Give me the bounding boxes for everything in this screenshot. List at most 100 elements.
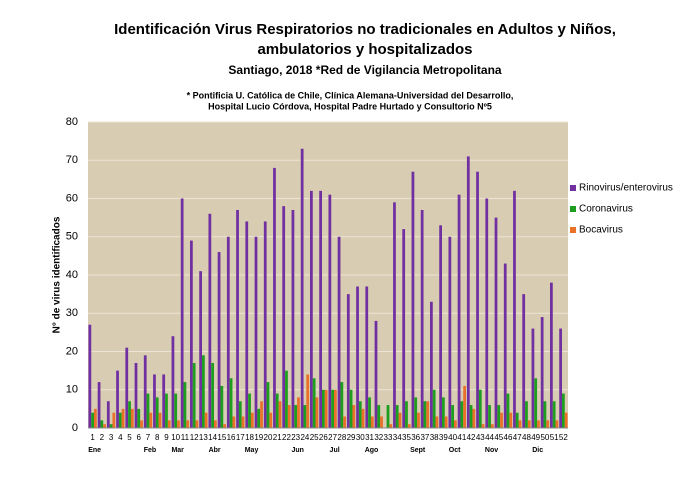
bar bbox=[389, 424, 393, 428]
x-tick-label: 10 bbox=[171, 433, 180, 442]
legend-label: Bocavirus bbox=[579, 225, 623, 236]
bar bbox=[162, 374, 166, 428]
bar bbox=[494, 217, 498, 428]
bar bbox=[248, 393, 251, 428]
bar bbox=[167, 420, 171, 428]
bar bbox=[125, 347, 129, 428]
bar bbox=[285, 370, 288, 428]
bar bbox=[165, 393, 168, 428]
month-label: Feb bbox=[144, 447, 156, 454]
x-tick-label: 5 bbox=[127, 433, 132, 442]
bar bbox=[232, 416, 236, 428]
bar bbox=[460, 401, 464, 428]
x-tick-label: 35 bbox=[402, 433, 411, 442]
bar bbox=[564, 412, 568, 428]
x-tick-label: 20 bbox=[264, 433, 273, 442]
bar bbox=[407, 424, 411, 428]
bar bbox=[306, 374, 310, 428]
bar bbox=[91, 412, 94, 428]
chart-subtitle: Santiago, 2018 *Red de Vigilancia Metrop… bbox=[228, 63, 502, 77]
bar bbox=[269, 412, 273, 428]
bar bbox=[287, 405, 291, 428]
bar bbox=[386, 405, 390, 428]
x-tick-label: 9 bbox=[164, 433, 169, 442]
bar bbox=[297, 397, 300, 428]
bar bbox=[155, 397, 159, 428]
bar bbox=[432, 389, 436, 428]
bar bbox=[177, 420, 180, 428]
x-tick-label: 21 bbox=[273, 433, 282, 442]
bar bbox=[103, 424, 106, 428]
bar bbox=[190, 240, 193, 428]
x-tick-label: 12 bbox=[190, 433, 199, 442]
bar bbox=[128, 401, 131, 428]
month-label: May bbox=[245, 447, 259, 454]
bar bbox=[358, 401, 362, 428]
y-tick-label: 10 bbox=[66, 384, 78, 396]
bar bbox=[275, 393, 279, 428]
x-tick-label: 44 bbox=[485, 433, 494, 442]
x-tick-label: 13 bbox=[199, 433, 208, 442]
x-tick-label: 43 bbox=[476, 433, 485, 442]
bar bbox=[97, 382, 101, 428]
bar bbox=[312, 378, 316, 428]
x-tick-label: 15 bbox=[217, 433, 226, 442]
bar bbox=[236, 209, 239, 428]
bar bbox=[260, 401, 263, 428]
legend-swatch bbox=[570, 185, 576, 191]
x-tick-label: 3 bbox=[109, 433, 114, 442]
month-label: Dic bbox=[532, 447, 543, 454]
bar bbox=[340, 382, 344, 428]
x-tick-label: 42 bbox=[467, 433, 476, 442]
bar bbox=[263, 221, 267, 428]
bar bbox=[223, 424, 226, 428]
bar bbox=[294, 405, 298, 428]
bar bbox=[217, 252, 221, 428]
bar bbox=[442, 397, 445, 428]
y-tick-label: 70 bbox=[66, 154, 78, 166]
x-tick-label: 33 bbox=[384, 433, 393, 442]
x-tick-label: 1 bbox=[90, 433, 95, 442]
bar bbox=[500, 412, 503, 428]
bar bbox=[278, 401, 282, 428]
bar bbox=[118, 412, 122, 428]
bar bbox=[515, 412, 519, 428]
bar bbox=[546, 420, 550, 428]
legend-label: Rinovirus/enterovirus bbox=[579, 183, 673, 194]
bar bbox=[94, 408, 97, 428]
bar bbox=[435, 416, 439, 428]
bar bbox=[506, 393, 510, 428]
bar bbox=[522, 294, 526, 428]
bar bbox=[121, 408, 125, 428]
x-tick-label: 52 bbox=[559, 433, 568, 442]
x-tick-label: 4 bbox=[118, 433, 123, 442]
bar bbox=[402, 229, 406, 428]
bar bbox=[555, 420, 559, 428]
bar bbox=[195, 420, 199, 428]
bar bbox=[405, 401, 408, 428]
bar bbox=[356, 286, 359, 428]
x-tick-label: 16 bbox=[227, 433, 236, 442]
bar bbox=[463, 385, 466, 428]
bar bbox=[346, 294, 350, 428]
legend-label: Coronavirus bbox=[579, 204, 633, 215]
bar bbox=[349, 389, 353, 428]
x-tick-label: 8 bbox=[155, 433, 160, 442]
bar bbox=[116, 370, 119, 428]
bar bbox=[527, 420, 531, 428]
legend-swatch bbox=[570, 206, 576, 212]
bar bbox=[204, 412, 208, 428]
x-tick-label: 28 bbox=[337, 433, 346, 442]
bar bbox=[146, 393, 150, 428]
bar bbox=[481, 424, 485, 428]
x-tick-label: 51 bbox=[550, 433, 559, 442]
bar bbox=[503, 263, 507, 428]
bar bbox=[488, 405, 491, 428]
bar bbox=[361, 408, 365, 428]
bar bbox=[420, 209, 424, 428]
bar bbox=[208, 213, 212, 428]
bar bbox=[423, 401, 427, 428]
bar bbox=[241, 416, 245, 428]
x-tick-label: 6 bbox=[137, 433, 142, 442]
y-tick-label: 50 bbox=[66, 231, 78, 243]
